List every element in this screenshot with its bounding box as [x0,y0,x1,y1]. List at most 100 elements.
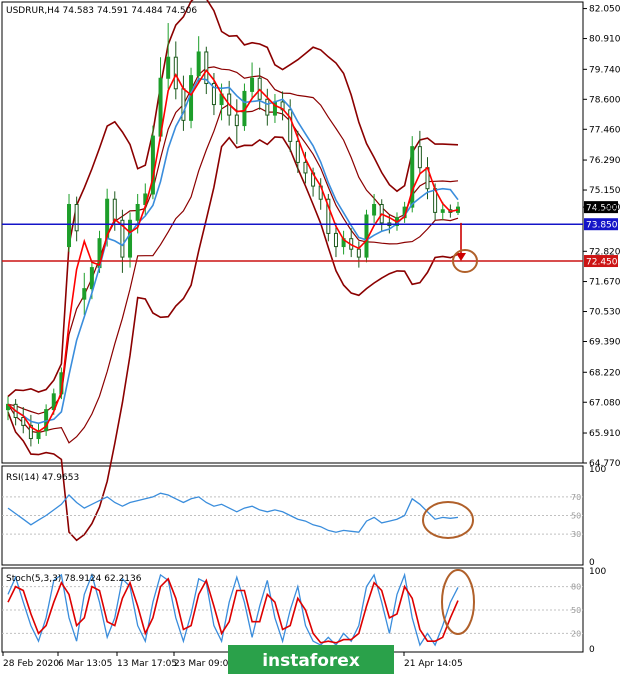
candle-body [128,219,133,258]
candle [364,209,369,263]
level-label: 50 [571,512,581,521]
candle-body [150,135,155,195]
candle-body [21,417,26,426]
stoch-panel: 80 50 20 100 0 [2,567,606,655]
price-tick-label: 76.290 [589,156,620,166]
price-tick-label: 74.500 [589,203,620,213]
candle-body [417,146,422,169]
candle-body [120,219,125,258]
candle [417,130,422,173]
candle-body [89,267,94,290]
candle-body [135,203,140,221]
fast-ma-line [7,69,459,433]
candle-body [211,83,216,106]
lower-band-line [7,136,459,542]
candle-body [196,51,201,77]
price-tick-label: 77.460 [589,125,620,135]
price-tick-label: 68.220 [589,368,620,378]
candle [120,209,125,273]
price-tag-label: 73.850 [586,221,618,231]
rsi-line [7,492,459,533]
level-label: 50 [571,606,581,615]
rsi-highlight-circle [422,501,474,539]
candle-body [28,424,33,440]
price-tag-label: 72.450 [586,258,618,268]
time-tick-label: 6 Mar 13:05 [58,659,112,669]
candle [189,67,194,129]
price-tick-label: 71.670 [589,278,620,288]
candle-body [410,146,415,208]
chart-header: USDRUR,H4 74.583 74.591 74.484 74.506 [6,6,197,16]
candle [150,125,155,200]
candle-body [234,114,239,127]
time-tick-label: 28 Feb 2020 [3,659,59,669]
candle-body [173,56,178,90]
watermark-banner [228,645,394,674]
price-tag-label: 74.500 [586,204,618,214]
candle-body [189,75,194,121]
price-tick-label: 72.820 [589,247,620,257]
candle [21,406,26,434]
price-tick-label: 78.600 [589,95,620,105]
time-tick-label: 21 Apr 14:05 [404,659,463,669]
candle-body [295,140,300,163]
time-tick-label: 13 Mar 17:05 [117,659,177,669]
candle-body [303,161,308,174]
candle [265,88,270,126]
candle [440,201,445,221]
price-panel-frame [1,1,584,464]
candle [234,99,239,145]
candle [333,222,338,258]
stoch-highlight-circle [441,569,475,635]
panel-tick-label: 0 [589,558,595,568]
candle [128,212,133,268]
candle-body [74,203,79,232]
panel-tick-label: 100 [589,567,606,577]
level-label: 20 [571,629,581,638]
price-tick-label: 79.740 [589,65,620,75]
candle-body [372,203,377,216]
candle [67,193,72,252]
price-tick-label: 75.150 [589,186,620,196]
price-axis: 82.050 80.910 79.740 78.600 77.460 76.290 75.1… [583,5,620,469]
candle-body [326,198,331,234]
price-tick-label: 65.910 [589,429,620,439]
candle [6,396,10,421]
down-arrow-head [456,253,466,262]
candle-body [6,403,10,411]
candle-body [333,232,338,248]
candle-body [112,198,117,221]
level-label: 30 [571,530,581,539]
price-tick-label: 70.530 [589,308,620,318]
time-tick-label: 23 Mar 09:05 [174,659,234,669]
price-tag [584,255,618,268]
price-tick-label: 69.390 [589,338,620,348]
price-tick-label: 80.910 [589,35,620,45]
candle-body [364,214,369,258]
candle-body [250,77,255,92]
upper-band-line [7,0,459,398]
candle [326,193,331,242]
candle [410,136,415,213]
candle [166,23,171,89]
candle-body [265,98,270,116]
price-tag [584,201,618,214]
panel-tick-label: 0 [589,645,595,655]
candle-body [67,203,72,248]
candle-body [440,209,445,213]
candle [28,414,33,447]
candle [74,196,79,242]
stoch-signal-line [7,577,459,644]
stoch-main-line [7,572,459,647]
candle-body [288,109,293,142]
price-tick-label: 82.050 [589,5,620,15]
stoch-label: Stoch(5,3,3) 78.9124 62.2136 [6,574,142,584]
slow-ma-line [7,77,459,425]
level-label: 70 [571,493,581,502]
rsi-panel: 70 50 30 100 0 [2,465,606,568]
candle-body [356,248,361,258]
watermark-text: instaforex [262,651,360,671]
candle [173,41,178,100]
candle-body [204,51,209,85]
